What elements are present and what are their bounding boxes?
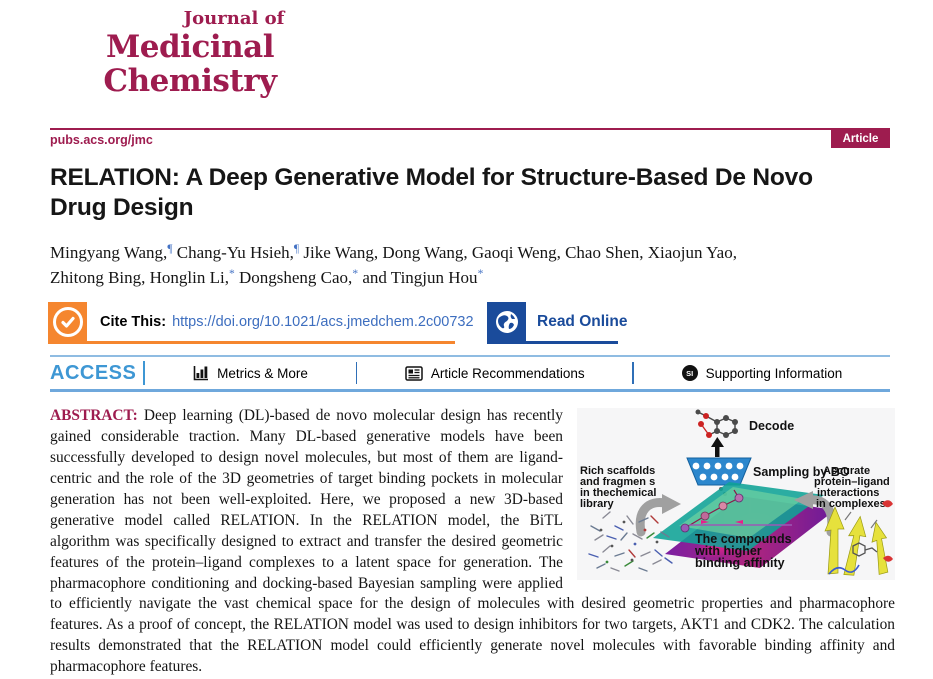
graphical-abstract: Decode Sampling by BO bbox=[577, 408, 895, 580]
author-name-text: and Tingjun Hou bbox=[358, 267, 478, 287]
read-online-button[interactable]: Read Online bbox=[487, 302, 627, 341]
supporting-information-link[interactable]: SI Supporting Information bbox=[681, 365, 843, 381]
compounds-caption: The compounds with higher binding affini… bbox=[689, 520, 792, 570]
abstract-label: ABSTRACT: bbox=[50, 407, 138, 424]
article-type-badge: Article bbox=[831, 130, 890, 148]
author-name-text: Chang-Yu Hsieh, bbox=[172, 243, 294, 262]
interactions-caption: Accurate protein–ligand interactions in … bbox=[814, 465, 890, 510]
cite-this-widget[interactable]: Cite This: https://doi.org/10.1021/acs.j… bbox=[48, 302, 474, 341]
author-affiliation-mark: * bbox=[352, 267, 359, 280]
author-affiliation-mark: * bbox=[477, 267, 484, 280]
checkmark-icon bbox=[60, 316, 75, 328]
globe-icon bbox=[487, 302, 526, 341]
journal-logo-line3: Chemistry bbox=[103, 63, 277, 99]
author-name-text: Mingyang Wang, bbox=[50, 243, 168, 262]
cite-check-icon bbox=[48, 302, 87, 341]
article-title-line2: Drug Design bbox=[50, 193, 194, 221]
article-title-line1: RELATION: A Deep Generative Model for St… bbox=[50, 164, 813, 191]
author-affiliation-mark: ¶ bbox=[293, 243, 300, 255]
abstract-section: Decode Sampling by BO bbox=[50, 406, 895, 678]
author-name-text: Jike Wang, Dong Wang, Gaoqi Weng, Chao S… bbox=[299, 243, 737, 262]
article-title: RELATION: A Deep Generative Model for St… bbox=[50, 163, 902, 223]
access-bar: ACCESS Metrics & More bbox=[50, 355, 890, 392]
cite-this-label: Cite This: bbox=[100, 313, 167, 330]
svg-text:with higher: with higher bbox=[694, 544, 762, 558]
svg-text:Accurate: Accurate bbox=[823, 465, 870, 477]
access-items: Metrics & More Article Recommendations S… bbox=[145, 362, 890, 384]
access-divider bbox=[143, 361, 146, 385]
article-recommendations-link[interactable]: Article Recommendations bbox=[405, 366, 585, 381]
authors-line: Mingyang Wang,¶ Chang-Yu Hsieh,¶ Jike Wa… bbox=[50, 241, 902, 290]
metrics-and-more-label: Metrics & More bbox=[217, 365, 308, 381]
protein-complex-image bbox=[824, 500, 893, 576]
access-item-divider bbox=[632, 362, 634, 384]
author-name-text: Dongsheng Cao, bbox=[234, 267, 353, 287]
sampling-label: Sampling by BO bbox=[753, 465, 850, 479]
svg-text:The compounds: The compounds bbox=[695, 532, 792, 546]
ligand-molecule-image bbox=[695, 409, 738, 438]
supporting-information-label: Supporting Information bbox=[705, 365, 843, 381]
article-recommendations-label: Article Recommendations bbox=[430, 365, 585, 381]
access-link[interactable]: ACCESS bbox=[50, 361, 137, 384]
journal-logo: Journal of Medicinal Chemistry bbox=[55, 8, 325, 98]
svg-text:in thechemical: in thechemical bbox=[580, 487, 656, 499]
svg-text:Rich scaffolds: Rich scaffolds bbox=[580, 465, 655, 477]
author-affiliation-mark: * bbox=[228, 267, 235, 280]
decode-arrow-icon bbox=[711, 437, 724, 457]
abstract-paragraph: ABSTRACT: Deep learning (DL)-based de no… bbox=[50, 406, 895, 678]
read-online-underline bbox=[487, 341, 618, 344]
journal-site-link[interactable]: pubs.acs.org/jmc bbox=[50, 133, 153, 147]
article-icon bbox=[405, 365, 423, 381]
bar-chart-icon bbox=[193, 366, 209, 381]
masthead-rule bbox=[50, 128, 890, 130]
svg-text:interactions: interactions bbox=[817, 487, 879, 499]
author-affiliation-mark: ¶ bbox=[167, 243, 173, 255]
metrics-and-more-link[interactable]: Metrics & More bbox=[193, 365, 308, 381]
read-online-label: Read Online bbox=[537, 312, 628, 330]
abstract-text: Deep learning (DL)-based de novo molecul… bbox=[50, 407, 895, 676]
svg-text:protein–ligand: protein–ligand bbox=[814, 476, 890, 488]
journal-logo-line2: Medicinal bbox=[105, 29, 275, 65]
decode-label: Decode bbox=[749, 419, 794, 433]
svg-text:and fragmen s: and fragmen s bbox=[580, 476, 655, 488]
si-icon: SI bbox=[681, 365, 698, 381]
svg-text:in complexes: in complexes bbox=[816, 498, 886, 510]
journal-logo-line1: Journal of bbox=[183, 8, 285, 29]
molecule-library-image bbox=[588, 511, 673, 572]
svg-text:binding affinity: binding affinity bbox=[695, 556, 785, 570]
author-name-text: Zhitong Bing, Honglin Li, bbox=[50, 267, 229, 287]
library-caption: Rich scaffolds and fragmen s in thechemi… bbox=[580, 465, 656, 510]
left-arrow-icon bbox=[635, 494, 681, 537]
access-item-divider bbox=[355, 362, 358, 384]
doi-link[interactable]: https://doi.org/10.1021/acs.jmedchem.2c0… bbox=[172, 313, 474, 330]
cite-underline bbox=[48, 341, 455, 344]
svg-text:library: library bbox=[580, 498, 615, 510]
